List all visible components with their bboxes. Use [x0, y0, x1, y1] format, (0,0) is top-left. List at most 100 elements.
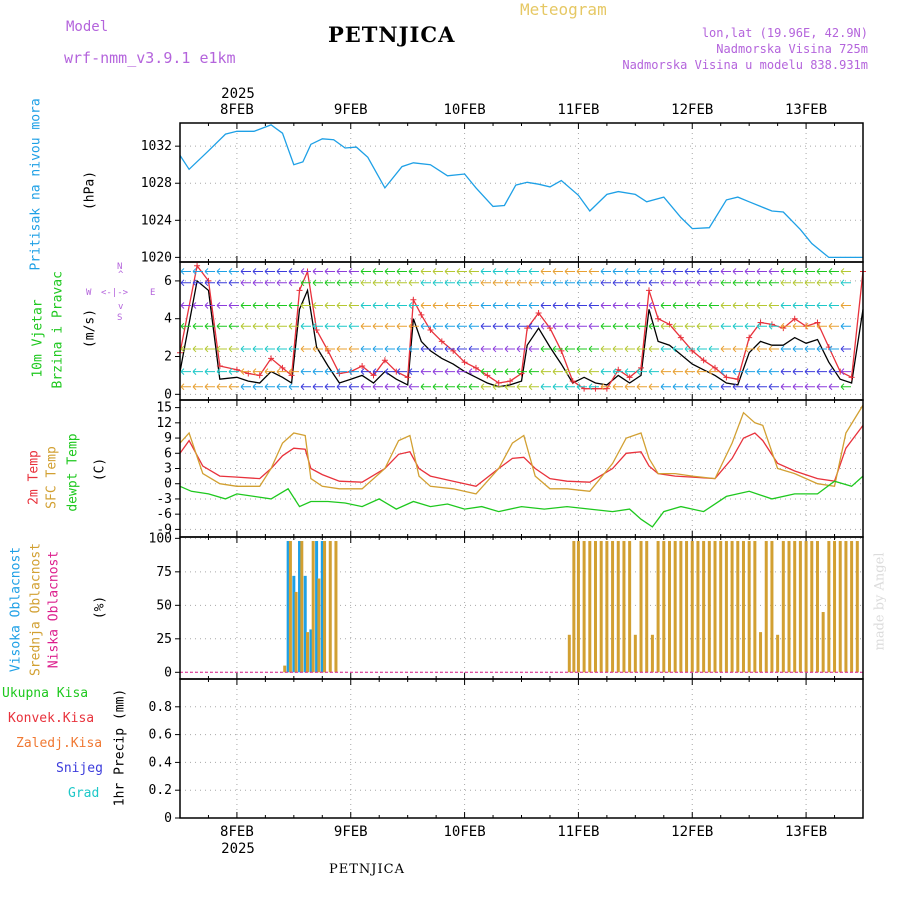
wind-barb-icon: [432, 383, 443, 391]
wind-barb-icon: [276, 279, 287, 287]
wind-barb-icon: [624, 268, 635, 275]
wind-barb-icon: [828, 302, 839, 309]
gust-marker: [645, 287, 652, 294]
wind-barb-icon: [708, 345, 719, 353]
y-tick-label: 9: [164, 431, 172, 446]
wind-barb-icon: [624, 368, 635, 375]
day-label-bottom: 10FEB: [444, 824, 486, 840]
wind-barb-icon: [312, 383, 323, 391]
y-tick-label: 2: [164, 350, 172, 365]
cloud-bar: [305, 632, 309, 673]
gust-marker: [410, 296, 417, 303]
cloud-bar: [844, 541, 848, 673]
wind-barb-icon: [348, 302, 359, 309]
cloud-bar: [294, 591, 298, 673]
cloud-bar: [309, 629, 313, 673]
wind-barb-icon: [552, 302, 563, 309]
wind-barb-icon: [552, 383, 563, 391]
wind-barb-icon: [468, 383, 479, 391]
gust-marker: [370, 372, 377, 379]
wind-barb-icon: [432, 279, 443, 287]
cloud-bar: [303, 575, 307, 673]
wind-barb-icon: [336, 368, 347, 375]
wind-barb-icon: [744, 345, 755, 353]
wind-barb-icon: [348, 268, 359, 275]
wind-barb-icon: [192, 268, 203, 275]
wind-barb-icon: [528, 279, 539, 287]
cloud-bar: [764, 541, 768, 673]
wind-barb-icon: [372, 322, 383, 330]
cloud-bar: [605, 541, 609, 673]
day-label-top: 13FEB: [785, 102, 827, 118]
wind-barb-icon: [276, 345, 287, 353]
wind-barb-icon: [288, 322, 299, 330]
wind-barb-icon: [252, 345, 263, 353]
cloud-bar: [804, 541, 808, 673]
wind-barb-icon: [720, 345, 731, 353]
cloud-bar: [567, 634, 571, 673]
wind-barb-icon: [624, 302, 635, 309]
gust-marker: [700, 357, 707, 364]
wind-barb-icon: [576, 345, 587, 353]
wind-barb-icon: [276, 268, 287, 275]
wind-barb-icon: [744, 302, 755, 309]
wind-barb-icon: [228, 268, 239, 275]
wind-barb-icon: [732, 345, 743, 353]
wind-barb-icon: [456, 279, 467, 287]
cloud-bar: [793, 541, 797, 673]
wind-barb-icon: [480, 279, 491, 287]
cloud-bar: [719, 541, 723, 673]
day-label-bottom: 13FEB: [785, 824, 827, 840]
wind-barb-icon: [828, 322, 839, 330]
wind-barb-icon: [612, 383, 623, 391]
wind-barb-icon: [804, 345, 815, 353]
wind-barb-icon: [480, 345, 491, 353]
wind-barb-icon: [540, 322, 551, 330]
gust-marker: [507, 378, 514, 385]
cloud-bar: [334, 541, 338, 673]
wind-barb-icon: [720, 368, 731, 375]
wind-barb-icon: [504, 279, 515, 287]
wind-barb-icon: [360, 368, 371, 375]
wind-barb-icon: [828, 345, 839, 353]
day-label-top: 9FEB: [334, 102, 368, 118]
wind-barb-icon: [396, 383, 407, 391]
y-tick-label: 75: [156, 565, 172, 580]
wind-barb-icon: [384, 279, 395, 287]
wind-barb-icon: [660, 279, 671, 287]
wind-barb-icon: [180, 368, 191, 375]
series-line: [179, 124, 863, 259]
wind-barb-icon: [444, 322, 455, 330]
series-line: [179, 404, 864, 495]
wind-barb-icon: [240, 302, 251, 309]
y-tick-label: -3: [156, 492, 172, 507]
cloud-bar: [702, 541, 706, 673]
wind-barb-icon: [624, 345, 635, 353]
wind-barb-icon: [792, 383, 803, 391]
wind-barb-icon: [612, 279, 623, 287]
wind-barb-icon: [660, 383, 671, 391]
wind-barb-icon: [732, 322, 743, 330]
wind-barb-icon: [504, 322, 515, 330]
wind-barb-icon: [240, 322, 251, 330]
wind-barb-icon: [420, 268, 431, 275]
y-tick-label: 0: [164, 477, 172, 492]
cloud-bar: [645, 541, 649, 673]
wind-barb-icon: [792, 368, 803, 375]
wind-barb-icon: [840, 268, 851, 275]
wind-barb-icon: [228, 345, 239, 353]
wind-barb-icon: [672, 322, 683, 330]
wind-barb-icon: [360, 383, 371, 391]
wind-barb-icon: [720, 322, 731, 330]
cloud-bar: [833, 541, 837, 673]
gust-marker: [734, 376, 741, 383]
wind-barb-icon: [552, 279, 563, 287]
wind-barb-icon: [324, 322, 335, 330]
cloud-bar: [685, 541, 689, 673]
cloud-bar: [611, 541, 615, 673]
wind-barb-icon: [264, 302, 275, 309]
wind-barb-icon: [768, 322, 779, 330]
wind-barb-icon: [396, 368, 407, 375]
wind-barb-icon: [720, 383, 731, 391]
